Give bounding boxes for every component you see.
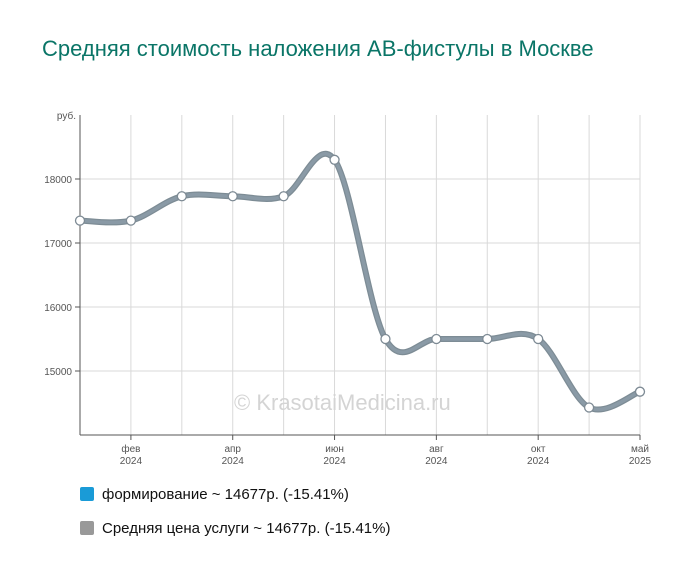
y-tick-label: 15000 <box>44 367 72 378</box>
x-tick-label-year: 2025 <box>629 456 652 467</box>
data-point <box>176 191 187 202</box>
data-point <box>634 386 646 397</box>
x-tick-label-year: 2024 <box>527 456 550 467</box>
y-tick-label: 17000 <box>44 239 72 250</box>
y-tick-label: 18000 <box>44 175 72 186</box>
axes <box>75 115 641 440</box>
data-point <box>125 215 137 226</box>
watermark: © KrasotaiMedicina.ru <box>234 390 451 415</box>
legend-item-average-price[interactable]: Средняя цена услуги ~ 14677р. (-15.41%) <box>80 519 390 539</box>
data-point <box>533 333 544 345</box>
legend-label: Средняя цена услуги ~ 14677р. (-15.41%) <box>102 520 391 537</box>
grid-lines <box>79 115 641 435</box>
legend-item-formirovanie[interactable]: формирование ~ 14677р. (-15.41%) <box>80 485 349 505</box>
y-tick-label: 16000 <box>44 303 72 314</box>
data-point <box>431 333 442 345</box>
data-point <box>74 215 86 226</box>
data-point <box>380 333 391 345</box>
x-tick-label-month: май <box>631 444 649 455</box>
legend-label: формирование ~ 14677р. (-15.41%) <box>102 486 349 503</box>
data-point <box>482 333 493 345</box>
x-tick-label-year: 2024 <box>323 456 346 467</box>
data-point <box>278 191 289 202</box>
data-point <box>227 191 238 202</box>
x-tick-label-year: 2024 <box>222 456 245 467</box>
x-tick-label-month: июн <box>325 444 344 455</box>
x-tick-label-month: авг <box>429 444 444 455</box>
data-point <box>583 402 595 413</box>
data-point <box>329 154 340 165</box>
x-tick-label-month: фев <box>121 443 140 455</box>
y-tick-labels: 15000 16000 17000 18000 руб. <box>44 110 76 378</box>
x-tick-label-month: окт <box>531 444 546 455</box>
data-points <box>74 154 646 413</box>
x-tick-labels: фев2024апр2024июн2024авг2024окт2024май20… <box>120 443 652 467</box>
legend-swatch-blue <box>80 487 94 501</box>
x-tick-label-month: апр <box>224 444 241 455</box>
chart-title: Средняя стоимость наложения АВ-фистулы в… <box>42 36 594 61</box>
x-tick-label-year: 2024 <box>425 456 448 467</box>
legend-swatch-gray <box>80 521 94 535</box>
y-axis-unit-label: руб. <box>57 110 76 122</box>
x-tick-label-year: 2024 <box>120 456 143 467</box>
